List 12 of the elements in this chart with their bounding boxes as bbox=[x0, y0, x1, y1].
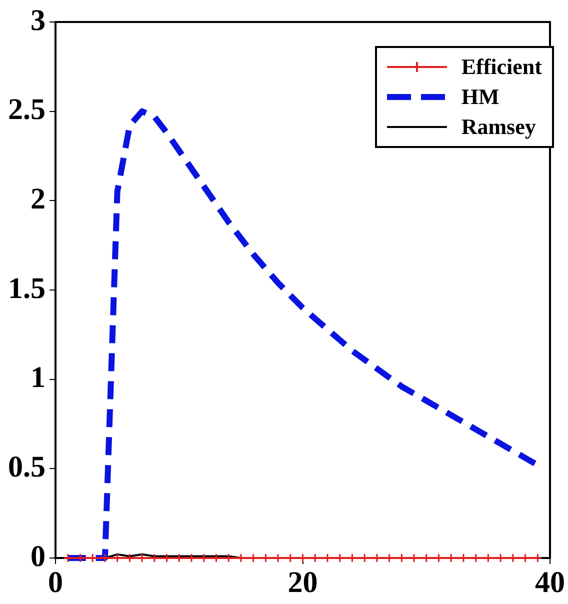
y-tick-label: 1.5 bbox=[8, 272, 46, 305]
legend-label: Efficient bbox=[461, 54, 542, 80]
x-tick-label: 20 bbox=[288, 566, 318, 599]
y-tick-label: 0 bbox=[30, 540, 46, 573]
x-tick-label: 40 bbox=[535, 566, 565, 599]
y-tick-label: 2.5 bbox=[8, 93, 46, 126]
y-tick-label: 3 bbox=[30, 4, 46, 37]
legend-label: HM bbox=[461, 84, 500, 110]
y-tick-label: 0.5 bbox=[8, 450, 46, 484]
y-tick-label: 2 bbox=[30, 182, 46, 216]
legend-label: Ramsey bbox=[461, 114, 537, 140]
y-tick-label: 1 bbox=[30, 361, 46, 394]
